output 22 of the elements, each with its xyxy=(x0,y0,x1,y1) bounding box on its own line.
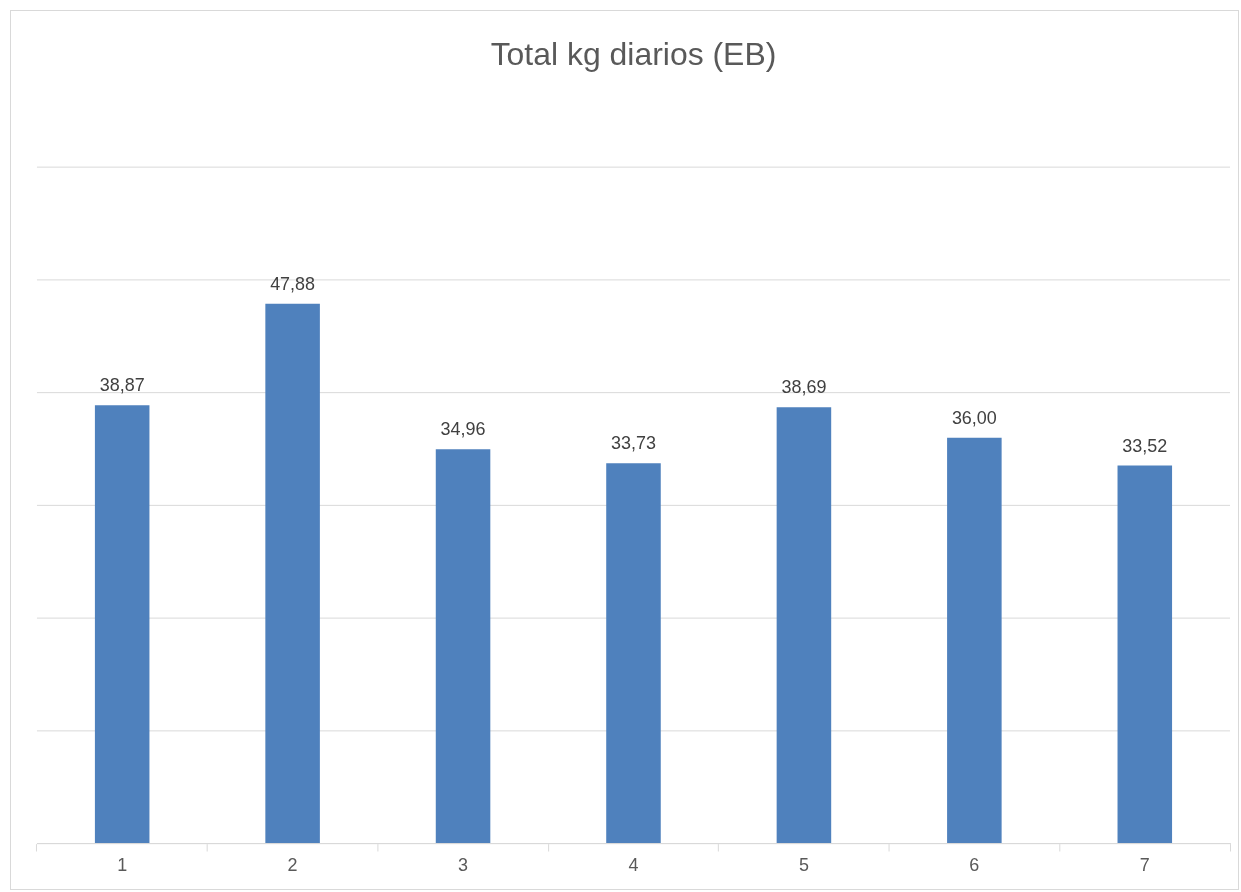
x-tick-label: 3 xyxy=(458,855,469,876)
chart-title: Total kg diarios (EB) xyxy=(490,35,777,72)
x-tick-label: 6 xyxy=(969,855,980,876)
data-label: 47,88 xyxy=(270,273,316,294)
data-label: 33,73 xyxy=(611,433,656,454)
x-tick-label: 4 xyxy=(628,855,639,876)
bar xyxy=(947,437,1002,843)
bar xyxy=(1117,465,1173,843)
x-tick-label: 5 xyxy=(798,855,809,876)
data-label: 33,52 xyxy=(1122,435,1168,456)
bar xyxy=(606,463,661,843)
x-tick-label: 1 xyxy=(117,855,128,876)
data-label: 38,69 xyxy=(781,377,827,398)
x-tick-label: 2 xyxy=(287,855,298,876)
x-tick-label: 7 xyxy=(1139,855,1150,876)
bar xyxy=(776,407,832,843)
data-label: 34,96 xyxy=(440,419,486,440)
bar xyxy=(435,449,491,843)
bar xyxy=(94,405,150,843)
data-label: 38,87 xyxy=(99,375,145,396)
data-label: 36,00 xyxy=(951,407,997,428)
bar xyxy=(265,303,320,843)
